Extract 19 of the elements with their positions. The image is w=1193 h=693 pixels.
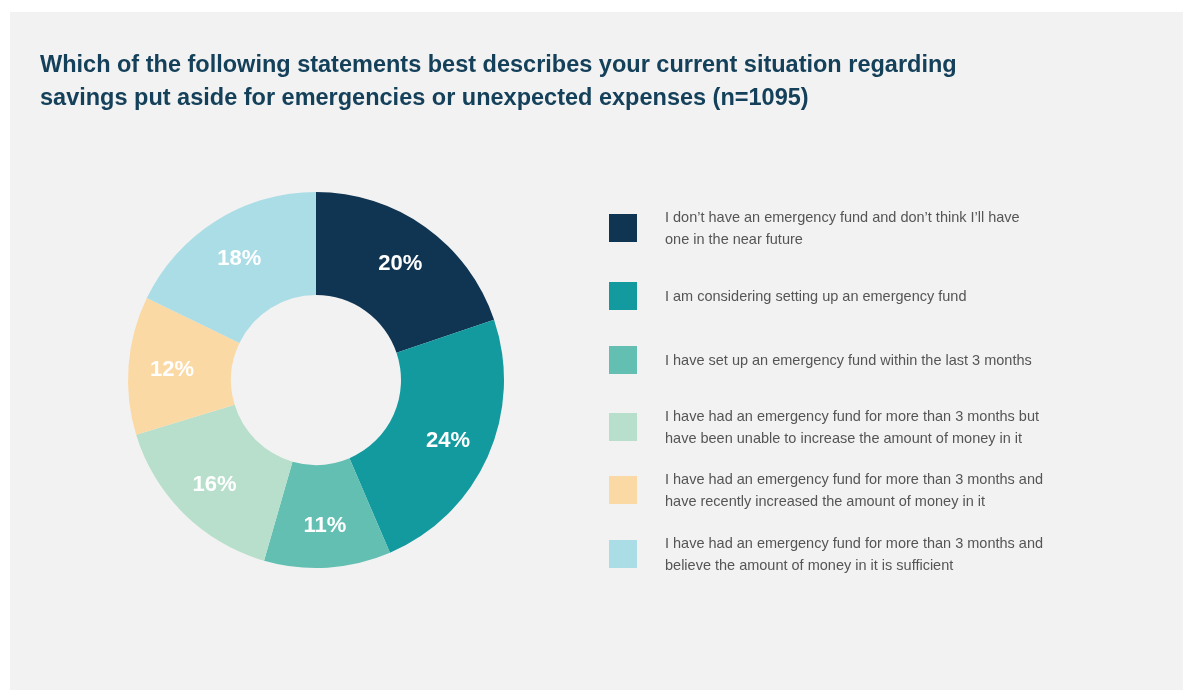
legend-label: I have had an emergency fund for more than 3 months and believe the amount of money in it is sufficient	[665, 535, 1044, 573]
donut-slice	[349, 319, 504, 553]
legend-label: I have had an emergency fund for more than 3 months and have recently increased the amount of money in it	[665, 471, 1044, 509]
data-label: 11%	[303, 511, 347, 537]
data-label: 16%	[192, 470, 237, 496]
data-label: 24%	[425, 426, 470, 452]
legend-label: I don’t have an emergency fund and don’t think I’ll have one in the near future	[665, 209, 1020, 247]
data-label: 18%	[217, 245, 262, 271]
donut-slice	[128, 298, 240, 435]
donut-slice	[264, 458, 390, 568]
data-label: 12%	[149, 356, 194, 382]
chart-title: Which of the following statements best describes your current situation regarding savings put aside for emergencies or unexpected expenses (n=1095)	[40, 51, 957, 110]
legend-label: I have set up an emergency fund within the last 3 months	[665, 352, 1032, 368]
donut-slice	[146, 192, 316, 343]
legend-label: I have had an emergency fund for more than 3 months but have been unable to increase the amount of money in it	[665, 408, 1040, 446]
donut-slice	[136, 404, 293, 561]
legend-label: I am considering setting up an emergency fund	[665, 288, 967, 304]
data-label: 20%	[378, 250, 423, 276]
donut-slice	[316, 192, 495, 353]
